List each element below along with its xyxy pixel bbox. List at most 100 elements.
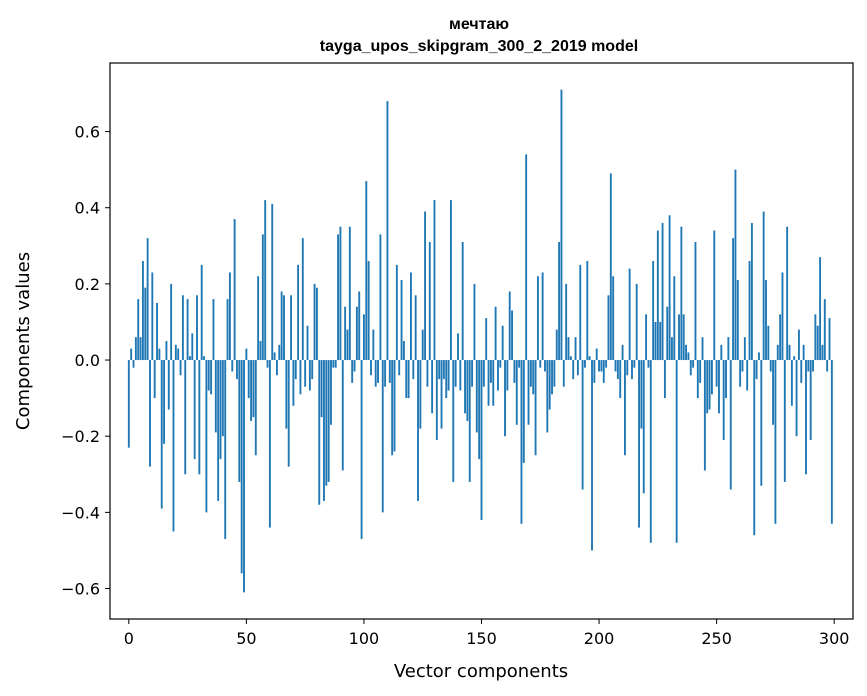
bar: [452, 360, 455, 482]
bar: [139, 337, 142, 361]
bar: [569, 356, 572, 361]
bar: [828, 318, 831, 361]
bar: [621, 344, 624, 361]
bar: [163, 360, 166, 444]
y-tick-label: −0.2: [61, 427, 100, 446]
bar: [198, 360, 201, 475]
bar: [325, 360, 328, 486]
bar: [149, 360, 151, 467]
bar: [205, 360, 208, 513]
bar: [525, 154, 528, 361]
bar: [435, 360, 438, 441]
bar: [555, 329, 558, 361]
y-tick-label: 0.2: [75, 275, 100, 294]
bar: [203, 356, 205, 361]
bar: [475, 360, 478, 433]
bar: [783, 360, 786, 482]
bar: [560, 89, 563, 361]
bar: [713, 230, 716, 361]
bar: [732, 238, 735, 361]
bar: [567, 337, 570, 361]
bar: [174, 344, 177, 361]
bar: [313, 283, 316, 361]
bar: [715, 360, 718, 387]
bar: [226, 299, 229, 361]
bar: [339, 226, 342, 361]
bar: [191, 333, 194, 361]
bar: [379, 234, 382, 361]
chart-subtitle: tayga_upos_skipgram_300_2_2019 model: [320, 38, 638, 55]
bar: [680, 226, 683, 361]
bar: [294, 360, 297, 380]
bar: [689, 360, 692, 376]
bar: [153, 360, 156, 399]
bar: [499, 360, 502, 368]
bar: [431, 360, 434, 414]
bar: [797, 329, 800, 361]
bar: [400, 280, 403, 361]
bar: [562, 360, 565, 387]
bar: [271, 203, 274, 361]
bar: [304, 360, 307, 387]
bar: [652, 261, 655, 361]
bar: [623, 360, 626, 456]
bar: [327, 360, 330, 482]
y-axis-ticks: −0.6 −0.4 −0.2 0.0 0.2 0.4 0.6: [61, 123, 110, 599]
bar: [388, 360, 391, 383]
bar: [574, 337, 577, 361]
bar: [137, 299, 140, 361]
bar: [642, 360, 645, 494]
bar: [196, 295, 198, 361]
bar: [739, 360, 742, 387]
bar: [278, 344, 281, 361]
bar: [384, 360, 387, 387]
bar: [417, 360, 419, 501]
bar: [699, 360, 702, 383]
bar: [546, 360, 549, 433]
bar: [268, 360, 271, 528]
bar: [701, 337, 704, 361]
bar: [762, 211, 765, 361]
bar: [746, 360, 749, 391]
bar: [438, 360, 441, 380]
bar: [426, 360, 429, 387]
bar: [616, 360, 619, 380]
bar: [675, 360, 678, 543]
bar: [179, 360, 182, 376]
bar: [703, 360, 706, 471]
bar: [254, 360, 257, 456]
bar: [170, 283, 173, 361]
bar: [522, 360, 525, 463]
bar: [240, 360, 243, 574]
bar: [772, 360, 774, 425]
bar: [661, 222, 664, 361]
bar: [494, 306, 497, 361]
bar: [626, 360, 629, 376]
y-tick-label: 0.0: [75, 351, 100, 370]
bar: [729, 360, 732, 490]
bar: [614, 360, 617, 372]
bar: [631, 360, 633, 380]
bar: [351, 360, 354, 383]
bar: [628, 268, 631, 361]
bar: [424, 211, 427, 361]
bar: [781, 272, 784, 361]
bar: [393, 360, 396, 452]
y-tick-label: 0.4: [75, 199, 100, 218]
bar: [720, 344, 723, 361]
bar: [210, 360, 213, 395]
bar: [638, 360, 640, 528]
bar: [565, 283, 568, 361]
bar: [459, 360, 462, 391]
bar: [236, 360, 238, 380]
bar: [146, 238, 149, 361]
bar: [144, 287, 147, 361]
bar: [591, 360, 593, 551]
bar: [645, 314, 648, 361]
bar: [696, 360, 699, 399]
bar: [330, 360, 332, 425]
bar: [513, 360, 516, 383]
bar: [800, 360, 803, 383]
bar: [663, 360, 666, 399]
bar: [534, 360, 537, 456]
